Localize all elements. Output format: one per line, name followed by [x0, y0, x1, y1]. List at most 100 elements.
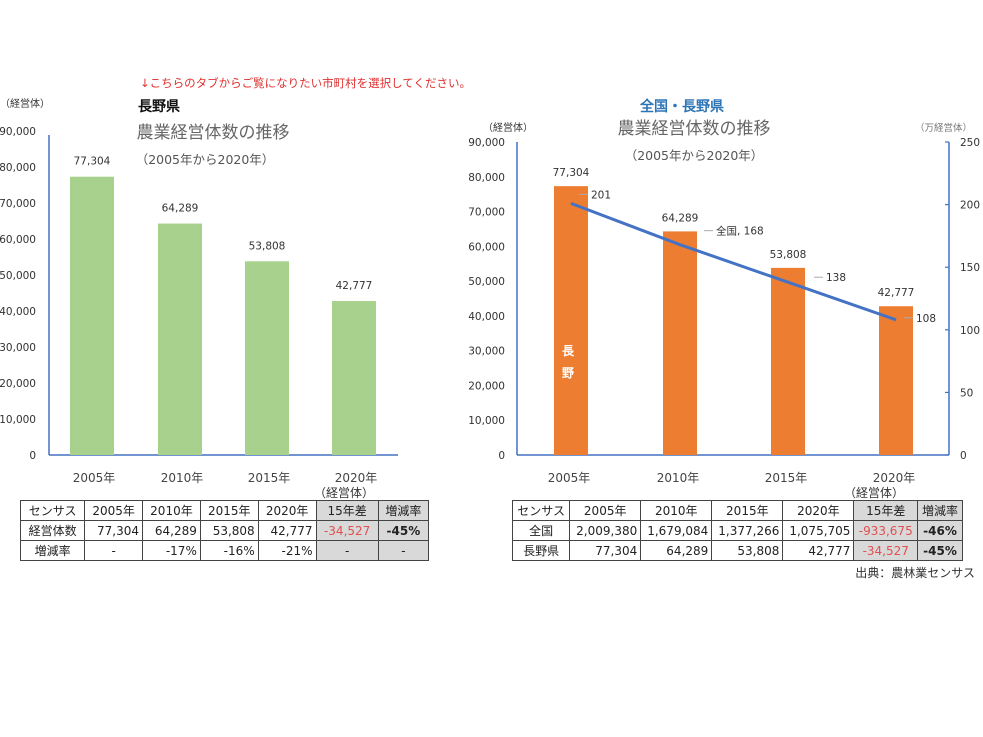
table-header-cell: 2015年	[711, 500, 784, 521]
y-tick-label: 20,000	[0, 378, 36, 390]
bar-series-label: 野	[562, 366, 574, 380]
line-data-label: 201	[591, 189, 611, 201]
bar-2005年	[554, 186, 588, 455]
y-tick-label: 0	[29, 450, 36, 462]
table-cell: 1,679,084	[640, 520, 713, 541]
line-data-label: 全国, 168	[716, 225, 764, 238]
table-cell: 42,777	[782, 540, 855, 561]
table-cell: 64,289	[142, 520, 201, 541]
y-tick-label: 10,000	[468, 415, 505, 427]
bar-data-label: 42,777	[336, 280, 373, 292]
x-tick-label: 2020年	[335, 471, 378, 485]
source-note: 出典：農林業センサス	[855, 566, 975, 580]
instruction-note: ↓こちらのタブからご覧になりたい市町村を選択してください。	[140, 76, 471, 90]
table-header-cell: センサス	[511, 500, 571, 521]
x-tick-label: 2005年	[73, 471, 116, 485]
chart-title: 農業経営体数の推移	[618, 119, 771, 139]
table-cell: -933,675	[853, 520, 919, 541]
y2-tick-label: 50	[960, 387, 973, 399]
bar-2010年	[663, 231, 697, 455]
bar-2015年	[245, 261, 289, 455]
table-cell: -45%	[917, 540, 963, 561]
bar-data-label: 64,289	[162, 203, 199, 215]
y-tick-label: 50,000	[468, 276, 505, 288]
table-header-cell: 2005年	[84, 500, 144, 521]
y-tick-label: 70,000	[468, 207, 505, 219]
bar-2010年	[158, 223, 202, 455]
left-data-table: センサス 2005年 2010年 2015年 2020年 15年差 増減率 経営体数 77,30…	[19, 500, 430, 561]
y-tick-label: 40,000	[468, 311, 505, 323]
left-region-label: 長野県	[138, 99, 180, 115]
bar-data-label: 53,808	[770, 249, 807, 261]
right-region-label: 全国・長野県	[640, 99, 724, 115]
table-header-cell: 増減率	[377, 500, 430, 521]
bar-2020年	[332, 301, 376, 455]
x-tick-label: 2010年	[161, 471, 204, 485]
table-cell: -	[315, 540, 379, 561]
line-data-label: 108	[916, 313, 936, 325]
table-cell: -46%	[917, 520, 963, 541]
y-tick-label: 90,000	[468, 137, 505, 149]
table-row: 全国 2,009,380 1,679,084 1,377,266 1,075,705 -9…	[511, 520, 963, 541]
table-cell: 77,304	[84, 520, 144, 541]
y-tick-label: 80,000	[468, 172, 505, 184]
table-row: 長野県 77,304 64,289 53,808 42,777 -34,527 -45%	[511, 540, 963, 561]
table-cell: -45%	[377, 520, 430, 541]
table-header-cell: 増減率	[917, 500, 963, 521]
national-trend-line	[570, 201, 897, 322]
right-table-unit: （経営体）	[844, 486, 905, 500]
table-cell: 長野県	[511, 540, 571, 561]
table-header-cell: 2010年	[142, 500, 201, 521]
y-tick-label: 70,000	[0, 198, 36, 210]
table-header-row: センサス 2005年 2010年 2015年 2020年 15年差 増減率	[511, 500, 963, 521]
x-tick-label: 2015年	[765, 471, 808, 485]
y-tick-label: 0	[498, 450, 505, 462]
line-data-label: 138	[826, 272, 846, 284]
x-tick-label: 2005年	[548, 471, 591, 485]
table-row: 経営体数 77,304 64,289 53,808 42,777 -34,527 -45%	[19, 520, 430, 541]
table-header-cell: センサス	[19, 500, 86, 521]
table-cell: -16%	[199, 540, 259, 561]
table-cell: 増減率	[19, 540, 86, 561]
bar-series-label: 長	[562, 343, 575, 358]
table-header-cell: 2015年	[199, 500, 259, 521]
table-cell: 経営体数	[19, 520, 86, 541]
table-cell: 53,808	[199, 520, 259, 541]
chart-title: 農業経営体数の推移	[137, 123, 290, 143]
table-header-cell: 15年差	[315, 500, 379, 521]
y-tick-label: 20,000	[468, 380, 505, 392]
chart-subtitle: （2005年から2020年）	[625, 148, 764, 163]
bar-2015年	[771, 267, 805, 455]
table-cell: 1,075,705	[782, 520, 855, 541]
y-tick-label: 40,000	[0, 306, 36, 318]
table-cell: 全国	[511, 520, 571, 541]
table-cell: -	[377, 540, 430, 561]
bar-data-label: 77,304	[553, 167, 590, 179]
y2-axis-label: （万経営体）	[915, 122, 972, 134]
y2-tick-label: 100	[960, 325, 980, 337]
table-cell: -34,527	[853, 540, 919, 561]
table-cell: 1,377,266	[711, 520, 784, 541]
y2-tick-label: 150	[960, 262, 980, 274]
table-cell: -	[84, 540, 144, 561]
table-header-cell: 2020年	[257, 500, 317, 521]
y-tick-label: 60,000	[468, 241, 505, 253]
y-axis-label: （経営体）	[483, 121, 533, 134]
bar-data-label: 42,777	[878, 287, 915, 299]
table-header-cell: 2020年	[782, 500, 855, 521]
bar-data-label: 53,808	[249, 240, 286, 252]
table-cell: 53,808	[711, 540, 784, 561]
right-data-table: センサス 2005年 2010年 2015年 2020年 15年差 増減率 全国 2,009,3…	[511, 500, 963, 561]
table-header-row: センサス 2005年 2010年 2015年 2020年 15年差 増減率	[19, 500, 430, 521]
table-cell: -21%	[257, 540, 317, 561]
table-header-cell: 2010年	[640, 500, 713, 521]
y-tick-label: 60,000	[0, 234, 36, 246]
y-tick-label: 30,000	[0, 342, 36, 354]
table-cell: 2,009,380	[569, 520, 642, 541]
table-row: 増減率 - -17% -16% -21% - -	[19, 540, 430, 561]
table-cell: -34,527	[315, 520, 379, 541]
chart-subtitle: （2005年から2020年）	[136, 152, 275, 167]
x-tick-label: 2010年	[657, 471, 700, 485]
bar-data-label: 77,304	[74, 156, 111, 168]
